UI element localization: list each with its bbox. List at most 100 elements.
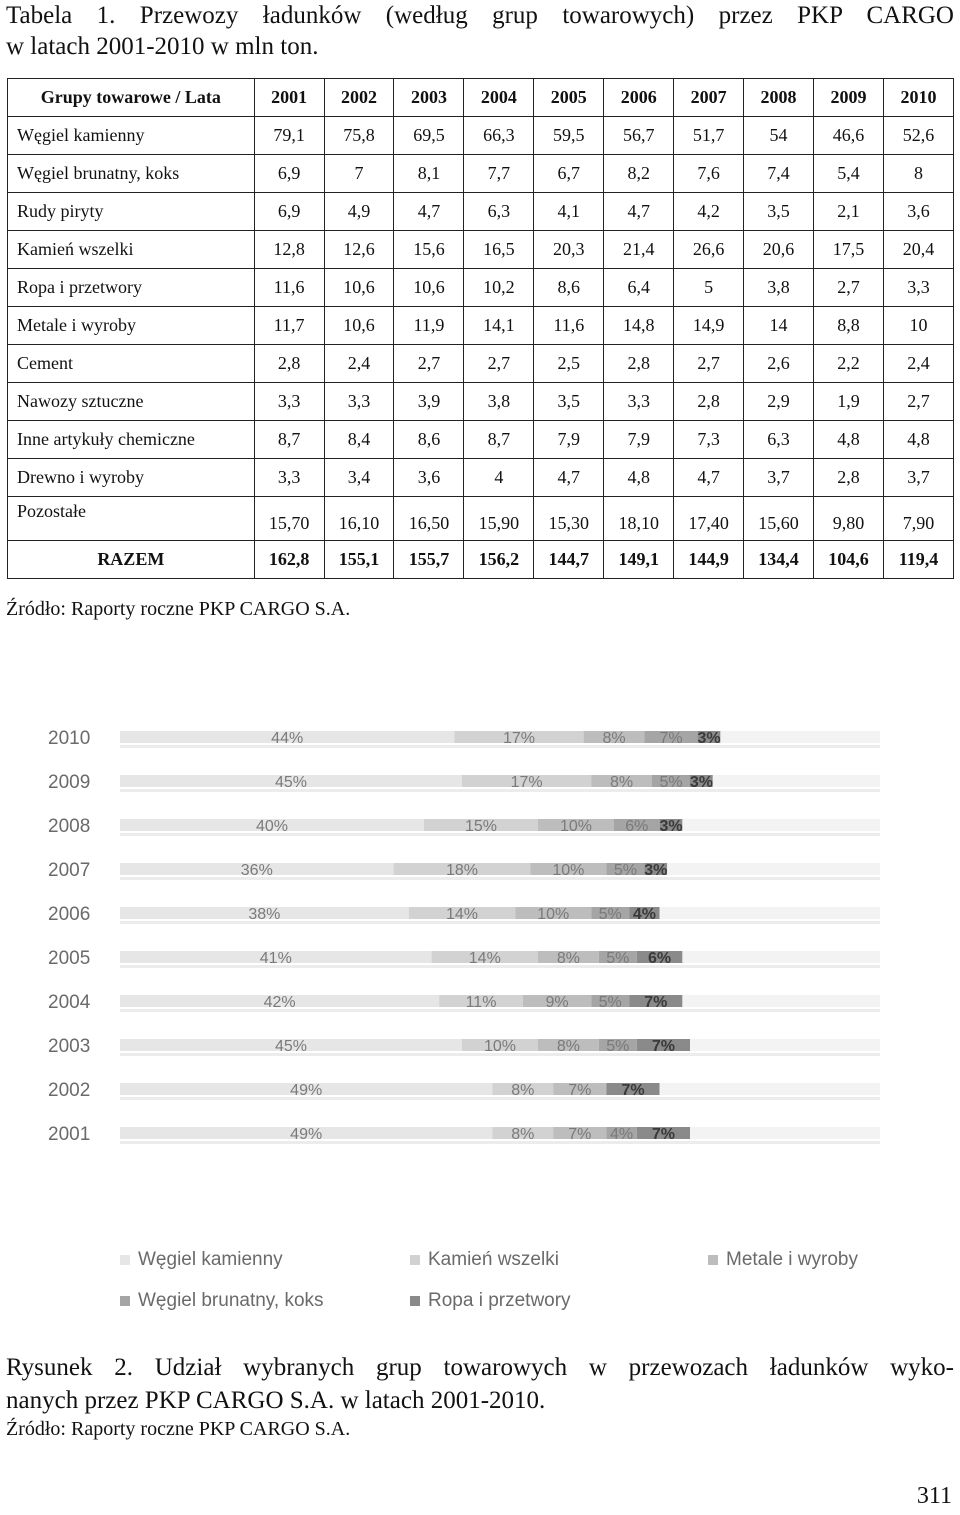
header-year: 2003	[393, 78, 465, 117]
table-cell: 15,30	[533, 496, 605, 541]
table-row: Drewno i wyroby 3,3 3,4 3,6 4 4,7 4,8 4,7 3,7 2,8…	[7, 458, 955, 497]
bar-segment	[120, 775, 462, 787]
data-label: 38%	[248, 906, 280, 923]
data-label: 10%	[552, 862, 584, 879]
table-caption-line-2: w latach 2001-2010 w mln ton.	[6, 33, 319, 60]
bar-segment	[120, 1127, 493, 1139]
data-label: 3%	[644, 862, 667, 879]
row-label: Kamień wszelki	[7, 230, 255, 269]
header-label: Grupy towarowe / Lata	[7, 78, 255, 117]
data-label: 45%	[275, 1038, 307, 1055]
bar-segment	[636, 1039, 690, 1051]
data-label: 6%	[648, 950, 671, 967]
year-label: 2006	[48, 904, 90, 925]
legend-label: Kamień wszelki	[428, 1249, 559, 1270]
bar-segment	[690, 775, 713, 787]
table-cell: 14,8	[603, 306, 675, 345]
data-label: 8%	[557, 1038, 580, 1055]
year-label: 2010	[48, 728, 90, 749]
data-label: 9%	[545, 994, 568, 1011]
total-cell: 156,2	[463, 540, 535, 579]
bar-shadow	[120, 833, 880, 836]
bar-segment-rest	[720, 731, 880, 743]
data-label: 11%	[466, 994, 497, 1011]
data-label: 14%	[446, 906, 478, 923]
data-label: 10%	[560, 818, 592, 835]
data-label: 17%	[511, 774, 543, 791]
table-cell: 6,3	[743, 420, 815, 459]
row-label: Cement	[7, 344, 255, 383]
bar-segment	[538, 1039, 599, 1051]
table-cell: 11,9	[393, 306, 465, 345]
table-cell: 6,7	[533, 154, 605, 193]
total-label: RAZEM	[7, 540, 255, 579]
row-label: Ropa i przetwory	[7, 268, 255, 307]
year-label: 2008	[48, 816, 90, 837]
table-cell: 4,8	[882, 420, 955, 459]
row-label: Rudy piryty	[7, 192, 255, 231]
bar-segment	[462, 775, 592, 787]
data-label: 18%	[446, 862, 478, 879]
header-year: 2009	[813, 78, 884, 117]
header-year: 2005	[533, 78, 605, 117]
header-year: 2001	[253, 78, 325, 117]
table-cell: 2,7	[393, 344, 465, 383]
total-cell: 149,1	[603, 540, 675, 579]
bar-segment	[492, 1127, 554, 1139]
bar-segment-rest	[667, 863, 880, 875]
data-label: 15%	[465, 818, 497, 835]
table-cell: 8,2	[603, 154, 675, 193]
year-label: 2003	[48, 1036, 90, 1057]
table-cell: 4,8	[813, 420, 884, 459]
table-cell: 2,8	[813, 458, 884, 497]
row-label: Pozostałe	[7, 496, 255, 541]
figure-caption-line-2: nanych przez PKP CARGO S.A. w latach 200…	[6, 1387, 546, 1414]
table-cell: 4,7	[673, 458, 745, 497]
data-label: 7%	[644, 994, 667, 1011]
bar-segment-rest	[659, 1083, 880, 1095]
bar-segment-rest	[659, 907, 880, 919]
data-label: 49%	[290, 1126, 322, 1143]
table-cell: 46,6	[813, 116, 884, 155]
data-label: 8%	[602, 730, 625, 747]
header-year: 2007	[673, 78, 745, 117]
table-cell: 16,10	[323, 496, 395, 541]
table-cell: 14,9	[673, 306, 745, 345]
total-cell: 144,7	[533, 540, 605, 579]
bar-segment	[439, 995, 523, 1007]
total-cell: 155,7	[393, 540, 465, 579]
data-label: 10%	[484, 1038, 516, 1055]
bar-segment	[120, 1039, 462, 1051]
table-cell: 8,6	[533, 268, 605, 307]
table-cell: 10,2	[463, 268, 535, 307]
row-label: Inne artykuły chemiczne	[7, 420, 255, 459]
table-row: Węgiel kamienny 79,1 75,8 69,5 66,3 59,5 56,7 5…	[7, 116, 955, 155]
data-label: 40%	[256, 818, 288, 835]
table-cell: 6,3	[463, 192, 535, 231]
bar-segment-rest	[682, 951, 880, 963]
table-cell: 11,6	[533, 306, 605, 345]
bar-segment	[120, 951, 432, 963]
table-row: Ropa i przetwory 11,6 10,6 10,6 10,2 8,6 6,4 5 3…	[7, 268, 955, 307]
table-cell: 11,7	[253, 306, 325, 345]
data-label: 7%	[652, 1038, 675, 1055]
table-cell: 7,4	[743, 154, 815, 193]
table-cell: 8,1	[393, 154, 465, 193]
table-cell: 1,9	[813, 382, 884, 421]
table-cell: 2,6	[743, 344, 815, 383]
row-label: Nawozy sztuczne	[7, 382, 255, 421]
table-cell: 10,6	[323, 268, 395, 307]
legend-label: Węgiel kamienny	[138, 1249, 283, 1270]
data-label: 7%	[652, 1126, 675, 1143]
bar-segment	[629, 907, 660, 919]
table-cell: 12,6	[323, 230, 395, 269]
table-cell: 7	[323, 154, 395, 193]
bar-segment	[553, 1083, 607, 1095]
data-label: 8%	[610, 774, 633, 791]
table-cell: 14	[743, 306, 815, 345]
bar-shadow	[120, 965, 880, 968]
data-label: 5%	[599, 994, 622, 1011]
table-cell: 4	[463, 458, 535, 497]
data-label: 36%	[241, 862, 273, 879]
legend-label: Metale i wyroby	[726, 1249, 858, 1270]
